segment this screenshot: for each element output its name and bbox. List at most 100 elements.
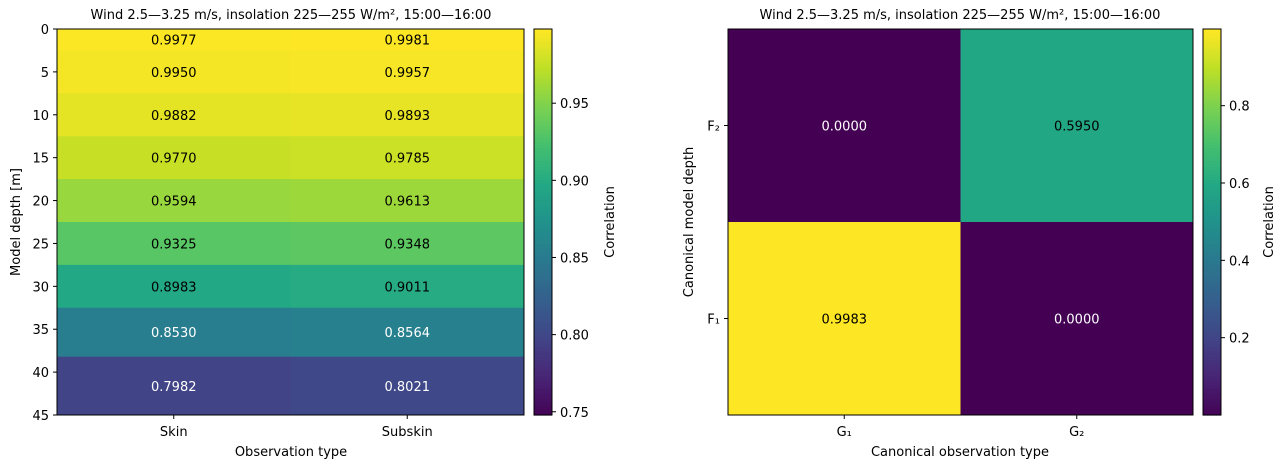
chart2-colorbar-gradient-segment	[1203, 173, 1221, 178]
chart1-colorbar-gradient-segment	[534, 379, 552, 384]
chart2-colorbar-gradient-segment	[1203, 131, 1221, 136]
chart1-colorbar-gradient-segment	[534, 292, 552, 297]
chart1-colorbar-gradient-segment	[534, 347, 552, 352]
chart1-colorbar-gradient-segment	[534, 77, 552, 82]
chart2-colorbar-gradient-segment	[1203, 151, 1221, 156]
chart2-colorbar-gradient-segment	[1203, 254, 1221, 258]
chart2-colorbar-gradient-segment	[1203, 389, 1221, 394]
chart1-colorbar-gradient-segment	[534, 324, 552, 329]
chart1-colorbar-gradient-segment	[534, 157, 552, 162]
chart1-colorbar-gradient-segment	[534, 257, 552, 262]
chart2-colorbar-gradient-segment	[1203, 402, 1221, 406]
chart1-cell-label: 0.7524	[385, 0, 431, 4]
chart1-colorbar-gradient-segment	[534, 125, 552, 130]
chart1-colorbar-gradient-segment	[534, 286, 552, 291]
chart1-colorbar-gradient-segment	[534, 228, 552, 233]
chart2-colorbar-gradient-segment	[1203, 247, 1221, 252]
chart1-colorbar-gradient-segment	[534, 386, 552, 390]
chart1-colorbar-gradient-segment	[534, 128, 552, 133]
chart1-cell	[290, 179, 525, 223]
chart2-colorbar-gradient-segment	[1203, 176, 1221, 181]
chart2-colorbar-gradient-segment	[1203, 99, 1221, 104]
chart1-colorbar-gradient-segment	[534, 344, 552, 349]
chart2-colorbar-gradient-segment	[1203, 45, 1221, 49]
chart1-colorbar-gradient-segment	[534, 218, 552, 223]
chart2-cell	[728, 29, 961, 223]
chart2-colorbar-gradient-segment	[1203, 244, 1221, 249]
chart2-colorbar-gradient-segment	[1203, 64, 1221, 69]
chart2-cell-label: 0.0000	[822, 120, 868, 135]
chart1-colorbar-gradient-segment	[534, 151, 552, 156]
chart2-colorbar-gradient-segment	[1203, 77, 1221, 82]
chart2-colorbar-gradient-segment	[1203, 212, 1221, 217]
chart1-cell-label: 0.9981	[385, 34, 431, 49]
chart1-colorbar-gradient-segment	[534, 260, 552, 265]
chart1-colorbar-gradient-segment	[534, 154, 552, 159]
chart2-y-tick-label: F₁	[707, 313, 720, 328]
chart1-colorbar-gradient-segment	[534, 51, 552, 56]
chart1-colorbar-gradient-segment	[534, 360, 552, 365]
chart2-x-tick-label: G₁	[837, 425, 852, 440]
chart2-colorbar-gradient-segment	[1203, 138, 1221, 143]
chart1-colorbar-gradient-segment	[534, 186, 552, 191]
chart1-cell	[57, 264, 291, 309]
chart2-colorbar-gradient-segment	[1203, 125, 1221, 130]
chart2-colorbar-gradient-segment	[1203, 286, 1221, 291]
chart1-colorbar-gradient-segment	[534, 353, 552, 358]
chart1-colorbar-gradient-segment	[534, 102, 552, 107]
chart2-colorbar-gradient-segment	[1203, 148, 1221, 152]
chart2-colorbar-gradient-segment	[1203, 234, 1221, 239]
chart1-colorbar-gradient-segment	[534, 160, 552, 165]
chart1-colorbar-gradient-segment	[534, 138, 552, 143]
chart1-colorbar-gradient-segment	[534, 135, 552, 139]
chart1-cell-label: 0.9770	[151, 152, 197, 167]
chart2-colorbar-gradient-segment	[1203, 96, 1221, 101]
chart1-colorbar-gradient-segment	[534, 170, 552, 175]
chart2-colorbar-gradient-segment	[1203, 386, 1221, 390]
chart2-colorbar-gradient-segment	[1203, 289, 1221, 294]
chart1-colorbar-gradient-segment	[534, 180, 552, 184]
chart1-cell-label: 0.9957	[385, 66, 431, 81]
chart2-colorbar-gradient-segment	[1203, 225, 1221, 230]
chart1-colorbar-gradient-segment	[534, 176, 552, 181]
chart2-colorbar-gradient-segment	[1203, 263, 1221, 268]
chart1-colorbar-gradient-segment	[534, 331, 552, 336]
chart1-colorbar-gradient-segment	[534, 369, 552, 374]
chart2-colorbar-gradient-segment	[1203, 135, 1221, 139]
chart2-colorbar-gradient-segment	[1203, 218, 1221, 223]
chart2-colorbar-gradient-segment	[1203, 353, 1221, 358]
depth-correlation-heatmap: Wind 2.5—3.25 m/s, insolation 225—255 W/…	[9, 0, 618, 460]
chart2-x-axis-label: Canonical observation type	[871, 445, 1049, 460]
chart1-colorbar-frame	[533, 28, 553, 416]
chart1-cell	[57, 179, 291, 223]
chart1-colorbar-gradient-segment	[534, 209, 552, 213]
chart1-cell-label: 0.8983	[151, 280, 197, 295]
chart1-colorbar-gradient-segment	[534, 35, 552, 40]
chart1-colorbar-tick-label: 0.85	[560, 251, 589, 266]
chart1-colorbar-gradient-segment	[534, 32, 552, 37]
chart1-colorbar-gradient-segment	[534, 54, 552, 59]
chart2-plot-frame	[727, 28, 1194, 416]
chart1-cell	[57, 50, 291, 94]
chart1-colorbar-gradient-segment	[534, 244, 552, 249]
chart2-colorbar-gradient-segment	[1203, 344, 1221, 349]
chart1-colorbar-gradient-segment	[534, 38, 552, 43]
chart1-cell-label: 0.9325	[151, 237, 197, 252]
chart1-cell	[57, 93, 291, 137]
chart2-colorbar-gradient-segment	[1203, 160, 1221, 165]
chart1-colorbar-gradient-segment	[534, 408, 552, 413]
chart2-colorbar-gradient-segment	[1203, 222, 1221, 226]
chart2-colorbar-gradient-segment	[1203, 164, 1221, 168]
chart1-cell	[57, 222, 291, 266]
chart1-colorbar-gradient-segment	[534, 205, 552, 210]
chart2-colorbar-gradient-segment	[1203, 109, 1221, 114]
chart1-colorbar-gradient-segment	[534, 86, 552, 91]
chart1-colorbar-gradient-segment	[534, 131, 552, 136]
chart1-colorbar-gradient-segment	[534, 96, 552, 101]
chart1-colorbar-gradient-segment	[534, 109, 552, 114]
chart1-colorbar-gradient-segment	[534, 29, 552, 33]
chart2-colorbar-gradient-segment	[1203, 86, 1221, 91]
chart1-cell-label: 0.9348	[385, 237, 431, 252]
chart2-colorbar-gradient-segment	[1203, 379, 1221, 384]
